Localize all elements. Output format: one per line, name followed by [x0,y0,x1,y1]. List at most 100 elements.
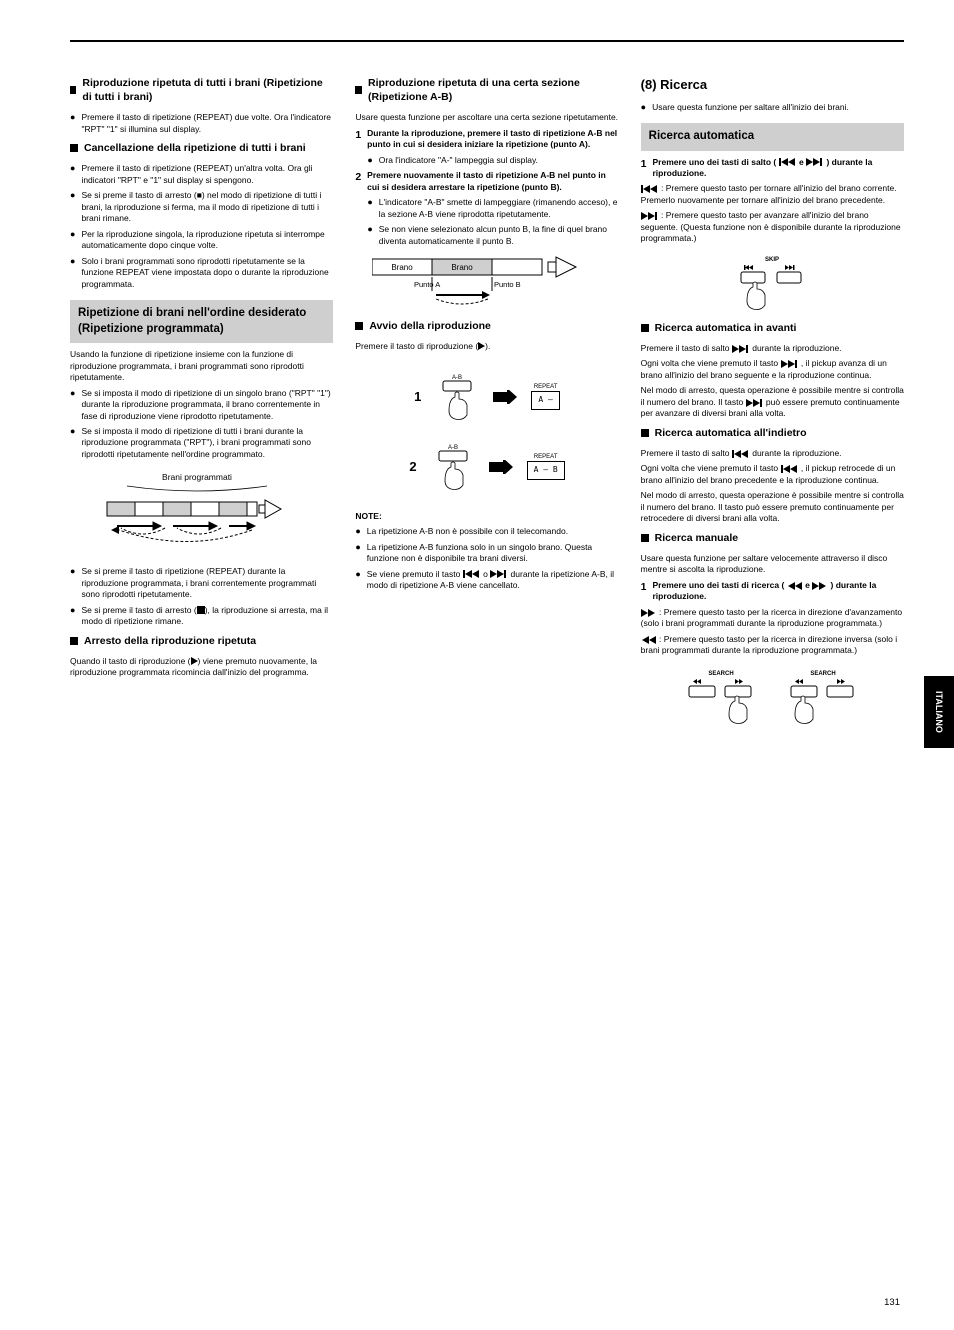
svg-text:Punto B: Punto B [494,280,521,289]
heading-stop-repeat: Arresto della riproduzione ripetuta [70,634,333,648]
square-icon [641,429,649,437]
figure-step1-button: 1 A-B REPEAT A – [355,371,618,423]
page-number: 131 [884,1297,900,1310]
svg-text:SKIP: SKIP [765,257,779,263]
skip-prev-icon [781,465,799,473]
svg-text:A-B: A-B [448,445,458,451]
square-icon [70,637,78,645]
heading-text: Arresto della riproduzione ripetuta [84,634,256,648]
body-text: L'indicatore "A-B" smette di lampeggiare… [379,197,619,220]
step-text: Durante la riproduzione, premere il tast… [367,128,618,151]
figure-search-buttons: SEARCH SEARCH [641,667,904,727]
fig-label: Brani programmati [162,472,232,482]
body-text: Premere il tasto di riproduzione (). [355,341,618,352]
square-icon [70,86,76,94]
body-text: Se si preme il tasto di arresto (), la r… [81,605,333,628]
button-press-icon: A-B [431,441,475,493]
lcd-display: REPEAT A – B [527,453,565,480]
note-text: La ripetizione A-B funziona solo in un s… [367,542,619,565]
body-text: : Premere questo tasto per avanzare all'… [641,210,904,244]
heading-text: Avvio della riproduzione [369,319,491,333]
svg-text:Punto A: Punto A [414,280,440,289]
skip-prev-icon [732,450,750,458]
body-text: Se si preme il tasto di arresto (■) nel … [81,190,333,224]
skip-prev-icon [641,185,659,193]
column-right: (8) Ricerca ●Usare questa funzione per s… [641,70,904,727]
step-text: Premere nuovamente il tasto di ripetizio… [367,170,618,193]
step-number: 2 [355,170,361,193]
skip-next-icon [732,345,750,353]
fast-forward-icon [641,609,657,617]
heading-auto-fwd: Ricerca automatica in avanti [641,321,904,335]
step-number: 2 [409,458,416,476]
note-text: Se viene premuto il tasto o durante la r… [367,569,619,592]
heading-manual-search: Ricerca manuale [641,531,904,545]
skip-prev-icon [463,570,481,578]
skip-next-icon [490,570,508,578]
shaded-heading-repeat-prog: Ripetizione di brani nell'ordine desider… [70,300,333,343]
skip-next-icon [641,212,659,220]
play-icon [191,657,198,665]
body-text: : Premere questo tasto per la ricerca in… [641,634,904,657]
heading-text: Cancellazione della ripetizione di tutti… [84,141,306,155]
body-text: Per la riproduzione singola, la riproduz… [81,229,333,252]
body-text: Se si imposta il modo di ripetizione di … [81,388,333,422]
figure-step2-button: 2 A-B REPEAT A – B [355,441,618,493]
fast-forward-icon [812,582,828,590]
shaded-heading-auto-search: Ricerca automatica [641,123,904,151]
body-text: Ogni volta che viene premuto il tasto , … [641,358,904,381]
body-text: Se si imposta il modo di ripetizione di … [81,426,333,460]
square-icon [641,534,649,542]
square-icon [355,322,363,330]
column-left: Riproduzione ripetuta di tutti i brani (… [70,70,333,727]
body-text: Ora l'indicatore "A-" lampeggia sul disp… [379,155,538,166]
svg-text:Brano: Brano [391,263,413,272]
square-icon [641,324,649,332]
step-number: 1 [355,128,361,151]
lcd-display: REPEAT A – [531,383,559,410]
body-text: Premere il tasto di ripetizione (REPEAT)… [81,163,333,186]
svg-text:Brano: Brano [451,263,473,272]
column-middle: Riproduzione ripetuta di una certa sezio… [355,70,618,727]
body-text: Nel modo di arresto, questa operazione è… [641,490,904,524]
heading-search: (8) Ricerca [641,76,904,94]
step-text: Premere uno dei tasti di salto ( e ) dur… [653,157,904,180]
square-icon [355,86,362,94]
body-text: Premere il tasto di salto durante la rip… [641,343,904,354]
figure-skip-buttons: SKIP [641,253,904,313]
figure-ab-brano: Brano Brano Punto A Punto B [355,255,618,311]
body-text: Usare questa funzione per saltare veloce… [641,553,904,576]
body-text: Usare questa funzione per ascoltare una … [355,112,618,123]
step-text: Premere uno dei tasti di ricerca ( e ) d… [653,580,904,603]
heading-repeat-all: Riproduzione ripetuta di tutti i brani (… [70,76,333,104]
step-number: 1 [414,388,421,406]
side-tab-language: ITALIANO [924,676,954,748]
skip-next-icon [806,158,824,166]
heading-start-play: Avvio della riproduzione [355,319,618,333]
svg-text:A-B: A-B [452,375,462,381]
skip-next-icon [746,399,764,407]
arrow-right-icon [493,390,517,404]
heading-ab-repeat: Riproduzione ripetuta di una certa sezio… [355,76,618,104]
rewind-icon [641,636,657,644]
body-text: : Premere questo tasto per la ricerca in… [641,607,904,630]
heading-text: Riproduzione ripetuta di tutti i brani (… [82,76,333,104]
body-text: Solo i brani programmati sono riprodotti… [81,256,333,290]
step-number: 1 [641,580,647,603]
notes-heading: NOTE: [355,511,618,522]
heading-text: Ricerca automatica all'indietro [655,426,807,440]
heading-text: Ricerca automatica in avanti [655,321,797,335]
step-number: 1 [641,157,647,180]
body-text: Premere il tasto di ripetizione (REPEAT)… [81,112,333,135]
figure-programmed-tracks: Brani programmati [70,468,333,558]
body-text: Ogni volta che viene premuto il tasto , … [641,463,904,486]
rewind-icon [787,582,803,590]
arrow-right-icon [489,460,513,474]
heading-auto-rev: Ricerca automatica all'indietro [641,426,904,440]
body-text: : Premere questo tasto per tornare all'i… [641,183,904,206]
svg-text:SEARCH: SEARCH [811,671,836,677]
body-text: Quando il tasto di riproduzione () viene… [70,656,333,679]
body-text: Nel modo di arresto, questa operazione è… [641,385,904,419]
body-text: Usando la funzione di ripetizione insiem… [70,349,333,383]
note-text: La ripetizione A-B non è possibile con i… [367,526,568,537]
